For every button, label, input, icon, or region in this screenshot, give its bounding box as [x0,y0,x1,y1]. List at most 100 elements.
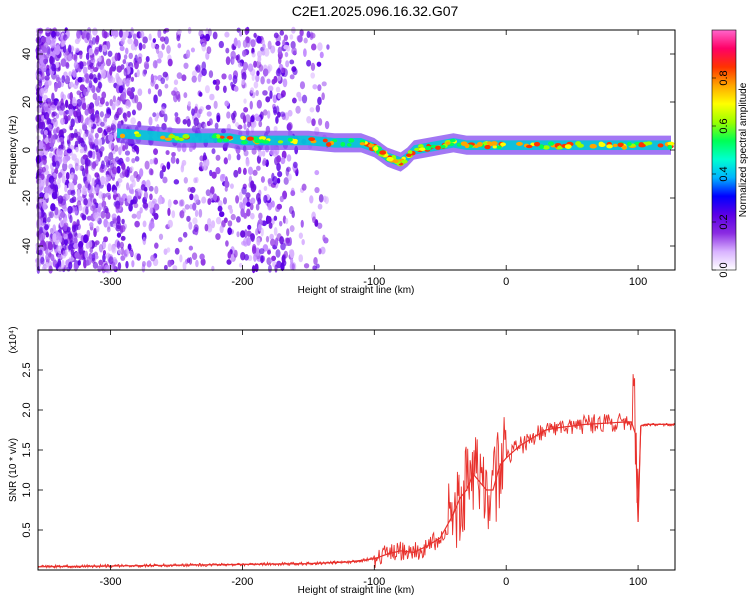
ridge-hotspot [526,144,533,149]
heatmap-speckle [55,44,61,52]
heatmap-speckle [236,216,241,223]
heatmap-speckle [167,207,171,217]
heatmap-speckle [194,106,198,114]
heatmap-speckle [61,128,67,134]
heatmap-speckle [62,162,68,172]
heatmap-speckle [95,158,99,165]
heatmap-speckle [67,139,71,147]
ridge-hotspot [486,141,492,145]
heatmap-speckle [132,33,137,40]
heatmap-speckle [129,183,134,190]
heatmap-speckle [68,233,74,243]
heatmap-speckle [86,174,92,183]
ridge-hotspot [667,144,673,150]
heatmap-speckle [316,61,322,67]
heatmap-speckle [167,260,174,267]
heatmap-speckle [95,145,99,153]
heatmap-speckle [144,160,150,170]
x-tick-label: 0 [503,276,509,288]
ridge-hotspot [392,159,399,163]
spectrogram-y-ticks: -40 -20 0 20 40 [21,48,675,254]
heatmap-speckle [303,263,310,269]
heatmap-speckle [69,182,75,192]
heatmap-speckle [149,221,155,229]
heatmap-speckle [39,88,45,97]
heatmap-speckle [57,148,64,156]
heatmap-speckle [130,76,135,82]
heatmap-speckle [98,191,103,199]
heatmap-speckle [173,179,180,185]
heatmap-speckle [51,92,55,102]
heatmap-speckle [163,264,168,271]
ridge-hotspot [246,136,254,141]
heatmap-speckle [62,34,68,41]
heatmap-speckle [117,248,122,255]
heatmap-speckle [89,222,94,228]
spectrogram-x-axis-label: Height of straight line (km) [298,285,415,296]
heatmap-speckle [106,226,111,233]
heatmap-speckle [157,29,162,39]
heatmap-speckle [171,151,176,157]
heatmap-speckle [167,219,173,228]
heatmap-speckle [60,91,65,100]
heatmap-speckle [297,35,303,43]
heatmap-speckle [126,90,132,96]
heatmap-speckle [112,95,116,103]
heatmap-speckle [79,148,84,154]
heatmap-speckle [195,259,199,268]
heatmap-speckle [68,53,73,61]
heatmap-speckle [125,260,129,269]
heatmap-speckle [222,197,227,205]
ridge-hotspot [617,142,624,148]
heatmap-speckle [262,157,267,165]
heatmap-speckle [117,177,123,183]
heatmap-speckle [184,204,190,210]
heatmap-speckle [268,201,273,210]
heatmap-speckle [131,260,135,268]
heatmap-speckle [218,211,225,218]
heatmap-speckle [133,170,139,179]
heatmap-speckle [124,116,128,122]
heatmap-speckle [256,70,260,76]
heatmap-speckle [243,98,247,104]
heatmap-speckle [49,152,53,159]
heatmap-speckle [315,104,321,113]
heatmap-speckle [150,79,155,87]
heatmap-speckle [258,212,263,220]
heatmap-speckle [142,43,146,50]
heatmap-speckle [251,245,257,255]
heatmap-speckle [67,44,72,53]
heatmap-speckle [230,213,236,221]
heatmap-speckle [105,58,112,67]
heatmap-speckle [62,245,67,251]
ridge-hotspot [621,145,627,150]
heatmap-speckle [103,236,109,243]
heatmap-speckle [250,87,255,94]
heatmap-speckle [262,109,268,116]
ridge-hotspot [308,137,316,141]
heatmap-speckle [41,47,48,54]
heatmap-speckle [314,187,320,194]
heatmap-speckle [221,73,227,80]
heatmap-speckle [102,253,106,263]
heatmap-speckle [108,152,114,161]
heatmap-speckle [241,78,246,86]
heatmap-speckle [134,94,139,104]
heatmap-speckle [71,98,78,107]
heatmap-speckle [108,256,114,265]
heatmap-speckle [93,77,98,84]
heatmap-speckle [82,66,88,75]
heatmap-speckle [121,162,126,171]
heatmap-speckle [317,222,323,229]
heatmap-speckle [246,201,251,207]
heatmap-speckle [227,153,232,161]
heatmap-speckle [149,193,153,201]
heatmap-speckle [236,153,241,161]
heatmap-speckle [38,149,44,157]
heatmap-speckle [147,88,152,95]
heatmap-speckle [203,123,208,129]
heatmap-speckle [291,47,297,55]
heatmap-speckle [285,60,290,68]
heatmap-speckle [83,234,89,244]
heatmap-speckle [190,186,196,194]
